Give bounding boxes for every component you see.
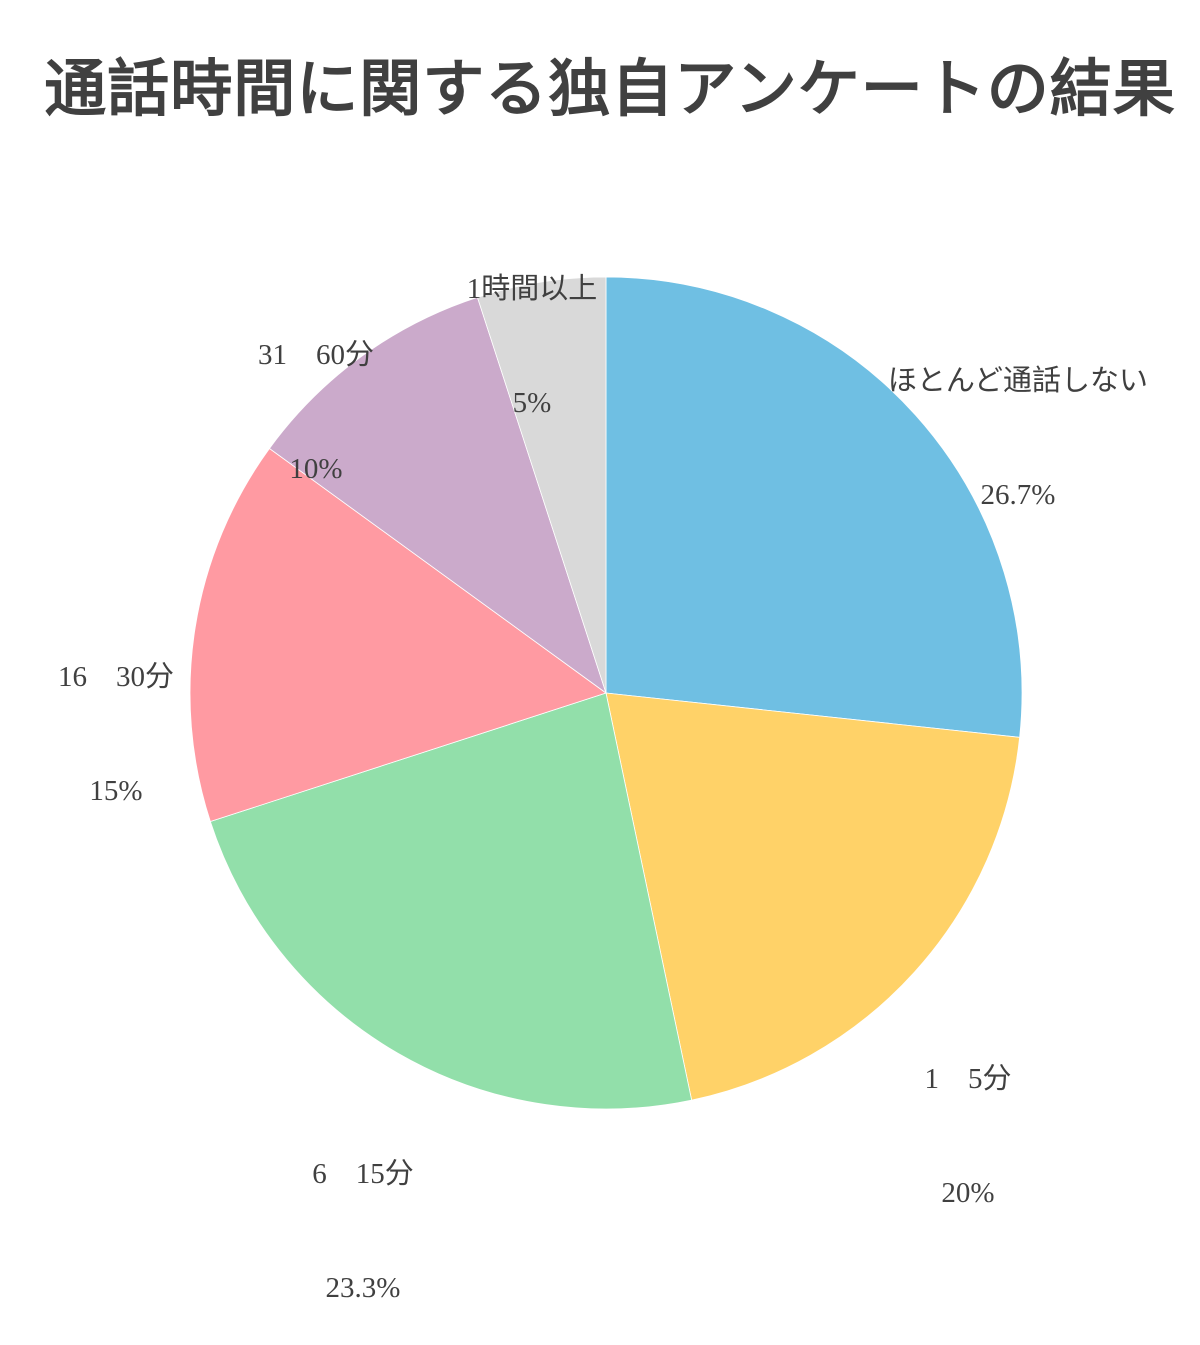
slice-label-16-30min: 16 30分 15% bbox=[58, 582, 174, 848]
pie-slice bbox=[268, 296, 607, 695]
pie-slice bbox=[189, 447, 607, 823]
slice-label-over-1h: 1時間以上 5% bbox=[467, 194, 598, 460]
pie-slice bbox=[605, 276, 1023, 738]
slice-label-percent: 5% bbox=[512, 387, 552, 419]
pie-slice bbox=[209, 692, 693, 1110]
slice-label-name: 6 15分 bbox=[312, 1158, 414, 1190]
pie-slice bbox=[605, 692, 1021, 1101]
slice-label-rarely: ほとんど通話しない 26.7% bbox=[888, 286, 1148, 552]
slice-label-percent: 20% bbox=[941, 1177, 995, 1209]
slice-label-percent: 10% bbox=[289, 453, 343, 485]
slice-label-name: 1 5分 bbox=[924, 1063, 1012, 1095]
slice-label-31-60min: 31 60分 10% bbox=[258, 260, 374, 526]
slice-label-6-15min: 6 15分 23.3% bbox=[312, 1079, 414, 1345]
slice-label-name: 16 30分 bbox=[57, 661, 175, 693]
slice-label-percent: 15% bbox=[89, 775, 143, 807]
slice-label-name: ほとんど通話しない bbox=[887, 365, 1149, 397]
slice-label-percent: 23.3% bbox=[325, 1272, 401, 1304]
pie-chart bbox=[189, 276, 1023, 1110]
slice-label-name: 1時間以上 bbox=[466, 273, 598, 305]
slice-label-1-5min: 1 5分 20% bbox=[924, 984, 1011, 1250]
slice-label-name: 31 60分 bbox=[257, 339, 375, 371]
slice-label-percent: 26.7% bbox=[980, 479, 1056, 511]
pie-slice bbox=[476, 276, 607, 694]
chart-title: 通話時間に関する独自アンケートの結果 bbox=[44, 52, 1176, 125]
